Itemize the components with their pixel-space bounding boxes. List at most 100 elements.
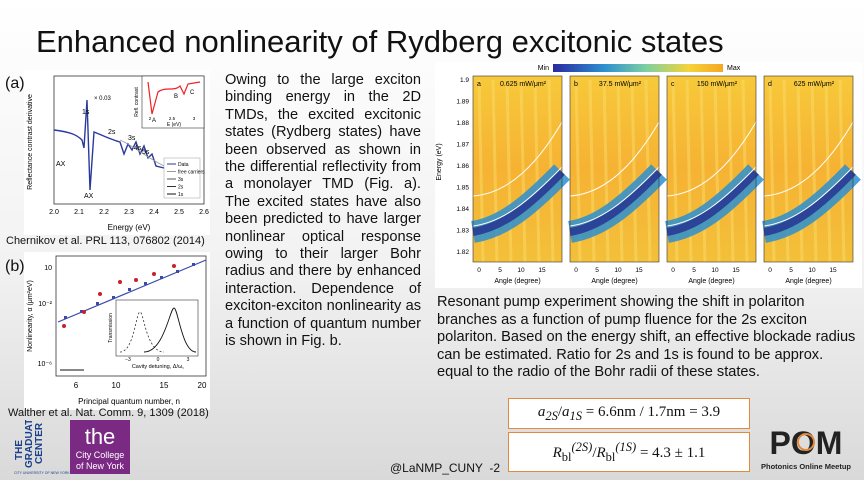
x-tick-label: 10 bbox=[711, 267, 719, 274]
footer: @LaNMP_CUNY -2 bbox=[390, 461, 500, 475]
x-tick-label: 2.4 bbox=[149, 209, 159, 216]
x-tick-label: 2.0 bbox=[49, 209, 59, 216]
citation: Walther et al. Nat. Comm. 9, 1309 (2018) bbox=[8, 407, 209, 419]
subpanel-letter: c bbox=[671, 81, 675, 88]
x-axis-label: Principal quantum number, n bbox=[78, 397, 180, 406]
pom-logo: POM Photonics Online Meetup bbox=[761, 425, 851, 471]
x-axis-label: Energy (eV) bbox=[108, 223, 151, 232]
eq-sup: (1S) bbox=[615, 439, 637, 454]
x-tick-label: 2.1 bbox=[74, 209, 84, 216]
legend-label: 3s bbox=[178, 177, 184, 183]
subpanel-fluence: 625 mW/μm² bbox=[794, 81, 835, 88]
eq-sub: bl bbox=[561, 449, 572, 464]
body-text: Owing to the large exciton binding energ… bbox=[225, 72, 421, 350]
heatmap-texture bbox=[533, 79, 541, 263]
y-tick-label: 1.85 bbox=[456, 185, 469, 192]
subpanel-fluence: 37.5 mW/μm² bbox=[599, 81, 642, 88]
heatmap-band bbox=[666, 169, 759, 236]
x-tick-label: 10 bbox=[614, 267, 622, 274]
legend-label: 2s bbox=[178, 185, 184, 191]
dispersion-line bbox=[472, 166, 563, 227]
heatmap-texture bbox=[616, 79, 624, 263]
heatmap-band bbox=[569, 169, 662, 236]
inset-x-tick: 2.5 bbox=[169, 116, 176, 121]
heatmap-texture bbox=[519, 79, 527, 263]
y-axis-label: Energy (eV) bbox=[436, 143, 443, 180]
subpanel-letter: b bbox=[574, 81, 578, 88]
eq-symbol: a bbox=[537, 403, 546, 420]
dispersion-line bbox=[569, 166, 660, 227]
y-tick-label: 1.87 bbox=[456, 142, 469, 149]
y-tick-label: 1.88 bbox=[456, 120, 469, 127]
y-tick-label: 10⁻² bbox=[38, 301, 52, 308]
y-tick-label: 10 bbox=[44, 265, 52, 272]
subpanel-letter: a bbox=[477, 81, 481, 88]
slide-title: Enhanced nonlinearity of Rydberg exciton… bbox=[36, 24, 724, 59]
figure-c: Min Max Energy (eV) 1.9 1.89 1.88 1.87 1.86 1… bbox=[435, 62, 862, 288]
equation: Rbl(2S)/Rbl(1S) = 4.3 ± 1.1 bbox=[508, 432, 750, 472]
inset-x-tick: 3 bbox=[193, 116, 196, 121]
logo-text: of New York bbox=[76, 461, 125, 471]
inset-x-tick: 2 bbox=[149, 116, 152, 121]
x-tick-label: 5 bbox=[692, 267, 696, 274]
citation: Chernikov et al. PRL 113, 076802 (2014) bbox=[6, 235, 205, 247]
dispersion-line bbox=[763, 166, 854, 227]
x-axis-label: Angle (degree) bbox=[785, 278, 831, 285]
x-tick-label: 15 bbox=[829, 267, 837, 274]
x-tick-label: 10 bbox=[517, 267, 525, 274]
inset-y-label: Refl. contrast bbox=[134, 87, 140, 117]
peak-label: AX bbox=[56, 161, 66, 168]
dispersion-line bbox=[569, 121, 660, 197]
logo-text: THE bbox=[14, 440, 25, 460]
inset-peak: A bbox=[152, 118, 156, 124]
y-tick-label: 1.89 bbox=[456, 99, 469, 106]
legend-label: Data bbox=[178, 162, 189, 168]
heatmap-texture bbox=[699, 79, 707, 263]
peak-label: 1s bbox=[82, 109, 90, 116]
heatmap-texture bbox=[713, 79, 721, 263]
heatmap-texture bbox=[505, 79, 513, 263]
subpanel-fluence: 150 mW/μm² bbox=[697, 81, 738, 88]
dispersion-line bbox=[472, 121, 563, 197]
heatmap-texture bbox=[796, 79, 804, 263]
inset-x-tick: −3 bbox=[125, 357, 131, 363]
inset-x-label: E (eV) bbox=[167, 122, 182, 128]
x-tick-label: 15 bbox=[732, 267, 740, 274]
inset-y-label: Transmission bbox=[108, 313, 114, 343]
eq-symbol: R bbox=[596, 444, 606, 461]
x-tick-label: 2.3 bbox=[124, 209, 134, 216]
x-tick-label: 6 bbox=[74, 381, 79, 390]
x-tick-label: 20 bbox=[198, 381, 207, 390]
subpanel-letter: d bbox=[768, 81, 772, 88]
peak-label: 5s bbox=[142, 149, 150, 156]
logo-text: City College bbox=[76, 450, 125, 460]
eq-sub: 2S bbox=[545, 408, 558, 423]
heatmap-texture bbox=[630, 79, 638, 263]
y-tick-label: 1.82 bbox=[456, 249, 469, 256]
dispersion-line bbox=[666, 166, 757, 227]
y-tick-label: 10⁻⁶ bbox=[38, 361, 52, 368]
logo-text: the bbox=[85, 424, 116, 449]
x-tick-label: 0 bbox=[768, 267, 772, 274]
y-tick-label: 1.9 bbox=[460, 77, 469, 84]
heatmap-texture bbox=[602, 79, 610, 263]
x-axis-label: Angle (degree) bbox=[494, 278, 540, 285]
x-tick-label: 2.5 bbox=[174, 209, 184, 216]
subpanel-fluence: 0.625 mW/μm² bbox=[500, 81, 547, 88]
equation: a2S/a1S = 6.6nm / 1.7nm = 3.9 bbox=[508, 398, 750, 429]
peak-label: × 0.03 bbox=[94, 96, 112, 102]
y-tick-label: 1.86 bbox=[456, 163, 469, 170]
eq-symbol: R bbox=[552, 444, 562, 461]
logo-text: CITY UNIVERSITY OF NEW YORK bbox=[14, 471, 70, 475]
x-tick-label: 5 bbox=[595, 267, 599, 274]
logo-text: POM bbox=[770, 425, 843, 461]
inset-x-tick: 0 bbox=[157, 357, 160, 363]
legend-label: 1s bbox=[178, 192, 184, 198]
panel-label: (b) bbox=[5, 258, 25, 275]
inset-x-label: Cavity detuning, Δ/ω꜀ bbox=[132, 364, 184, 370]
panel-frame bbox=[666, 75, 757, 263]
dispersion-line bbox=[666, 121, 757, 197]
colorbar-label: Max bbox=[727, 65, 741, 72]
peak-label: 3s bbox=[128, 135, 136, 142]
heatmap-band bbox=[763, 169, 856, 236]
